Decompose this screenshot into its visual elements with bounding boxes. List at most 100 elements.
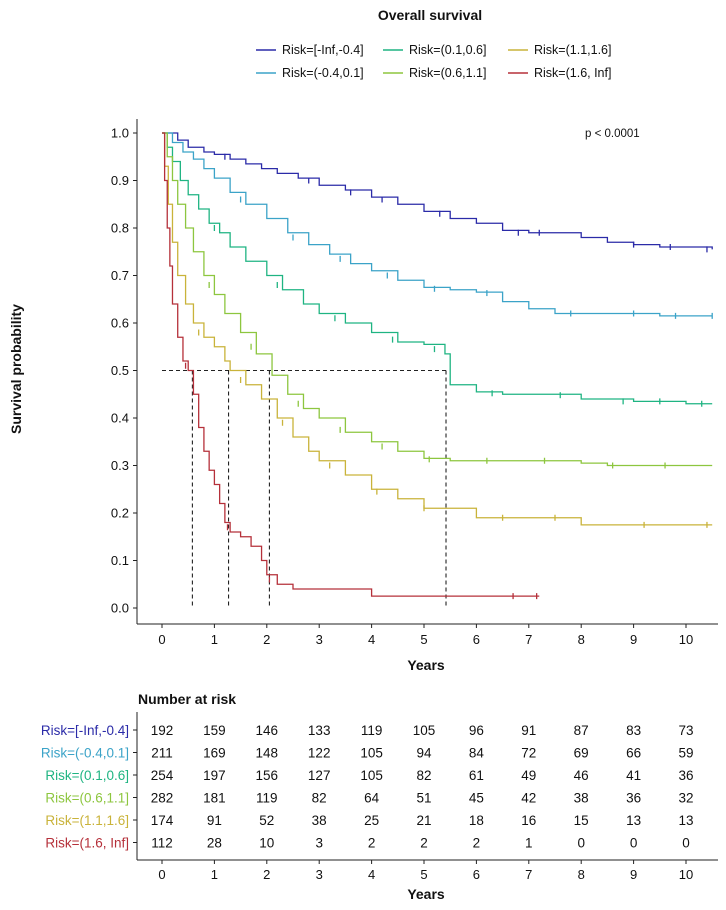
- risk-count: 197: [203, 768, 226, 783]
- risk-count: 16: [521, 813, 536, 828]
- y-tick-label: 0.7: [111, 268, 129, 283]
- risk-count: 41: [626, 768, 641, 783]
- risk-row-label-risk-0-6-1-1: Risk=(0.6,1.1]: [45, 791, 129, 806]
- risk-x-tick-label: 2: [263, 867, 270, 882]
- risk-count: 13: [626, 813, 641, 828]
- risk-count: 2: [368, 836, 376, 851]
- risk-count: 82: [312, 791, 327, 806]
- x-tick-label: 10: [679, 632, 693, 647]
- risk-count: 21: [416, 813, 431, 828]
- risk-count: 254: [151, 768, 174, 783]
- risk-count: 45: [469, 791, 484, 806]
- risk-count: 69: [574, 746, 589, 761]
- risk-count: 94: [416, 746, 432, 761]
- risk-count: 49: [521, 768, 536, 783]
- risk-count: 72: [521, 746, 536, 761]
- legend-label-risk-1-1-1-6: Risk=(1.1,1.6]: [534, 43, 611, 57]
- risk-count: 96: [469, 723, 484, 738]
- legend-label-risk-1-6-inf: Risk=(1.6, Inf]: [534, 66, 611, 80]
- x-tick-label: 2: [263, 632, 270, 647]
- y-tick-label: 0.3: [111, 458, 129, 473]
- y-tick-label: 0.2: [111, 506, 129, 521]
- x-axis-label: Years: [407, 657, 445, 673]
- x-tick-label: 4: [368, 632, 375, 647]
- risk-count: 36: [626, 791, 641, 806]
- risk-count: 10: [259, 836, 274, 851]
- y-tick-label: 0.5: [111, 363, 129, 378]
- risk-count: 59: [678, 746, 693, 761]
- risk-count: 46: [574, 768, 589, 783]
- risk-count: 87: [574, 723, 589, 738]
- risk-count: 64: [364, 791, 380, 806]
- risk-count: 169: [203, 746, 226, 761]
- risk-table-title: Number at risk: [138, 691, 236, 707]
- risk-count: 52: [259, 813, 274, 828]
- risk-table-x-label: Years: [407, 886, 445, 902]
- risk-count: 122: [308, 746, 331, 761]
- legend-label-risk-0-6-1-1: Risk=(0.6,1.1]: [409, 66, 486, 80]
- risk-count: 105: [360, 768, 383, 783]
- legend-label-risk-0-4-0-1: Risk=(-0.4,0.1]: [282, 66, 364, 80]
- risk-count: 91: [521, 723, 536, 738]
- x-tick-label: 1: [211, 632, 218, 647]
- y-tick-label: 0.9: [111, 173, 129, 188]
- risk-count: 84: [469, 746, 485, 761]
- risk-x-tick-label: 6: [473, 867, 480, 882]
- risk-count: 2: [473, 836, 481, 851]
- y-tick-label: 0.0: [111, 601, 129, 616]
- risk-x-tick-label: 3: [316, 867, 323, 882]
- risk-count: 192: [151, 723, 174, 738]
- x-tick-label: 9: [630, 632, 637, 647]
- risk-x-tick-label: 9: [630, 867, 637, 882]
- risk-table: Risk=[-Inf,-0.4] 192 159 146 133 119 105 96 91 87…: [41, 712, 718, 882]
- x-tick-label: 0: [158, 632, 165, 647]
- legend: Risk=[-Inf,-0.4] Risk=(-0.4,0.1] Risk=(0.1…: [256, 43, 611, 80]
- risk-count: 156: [256, 768, 279, 783]
- risk-count: 42: [521, 791, 536, 806]
- risk-count: 66: [626, 746, 641, 761]
- risk-count: 32: [678, 791, 693, 806]
- y-tick-label: 0.4: [111, 411, 129, 426]
- x-tick-label: 6: [473, 632, 480, 647]
- risk-count: 127: [308, 768, 331, 783]
- risk-count: 82: [416, 768, 431, 783]
- legend-label-risk-inf-0-4: Risk=[-Inf,-0.4]: [282, 43, 364, 57]
- y-tick-label: 1.0: [111, 126, 129, 141]
- plot-area: 0.0 0.1 0.2 0.3 0.4 0.5 0.6 0.7 0.8 0.9 1.0 0 1 2 3 4 5 6…: [111, 119, 718, 647]
- risk-count: 28: [207, 836, 222, 851]
- risk-count: 148: [256, 746, 279, 761]
- risk-x-tick-label: 4: [368, 867, 375, 882]
- risk-count: 174: [151, 813, 174, 828]
- risk-count: 105: [413, 723, 436, 738]
- risk-count: 91: [207, 813, 222, 828]
- risk-count: 25: [364, 813, 379, 828]
- risk-count: 36: [678, 768, 693, 783]
- risk-count: 2: [420, 836, 428, 851]
- risk-x-tick-label: 10: [679, 867, 693, 882]
- risk-count: 0: [682, 836, 690, 851]
- risk-count: 3: [315, 836, 323, 851]
- risk-count: 38: [312, 813, 327, 828]
- risk-count: 61: [469, 768, 484, 783]
- p-value-annotation: p < 0.0001: [585, 128, 640, 140]
- risk-count: 38: [574, 791, 589, 806]
- risk-row-label-risk-1-1-1-6: Risk=(1.1,1.6]: [45, 813, 129, 828]
- risk-count: 211: [151, 746, 173, 761]
- risk-count: 181: [203, 791, 226, 806]
- survival-curve-risk-0-6-1-1: [162, 132, 713, 467]
- risk-row-label-risk-inf-0-4: Risk=[-Inf,-0.4]: [41, 723, 129, 738]
- risk-count: 159: [203, 723, 226, 738]
- risk-row-label-risk-0-1-0-6: Risk=(0.1,0.6]: [45, 768, 129, 783]
- risk-count: 18: [469, 813, 484, 828]
- risk-row-label-risk-1-6-inf: Risk=(1.6, Inf]: [45, 836, 129, 851]
- risk-count: 105: [360, 746, 383, 761]
- risk-count: 51: [416, 791, 431, 806]
- risk-x-tick-label: 7: [525, 867, 532, 882]
- risk-count: 13: [678, 813, 693, 828]
- risk-count: 282: [151, 791, 174, 806]
- risk-x-tick-label: 1: [211, 867, 218, 882]
- risk-row-label-risk-0-4-0-1: Risk=(-0.4,0.1]: [41, 746, 129, 761]
- risk-count: 146: [256, 723, 279, 738]
- risk-count: 112: [151, 836, 173, 851]
